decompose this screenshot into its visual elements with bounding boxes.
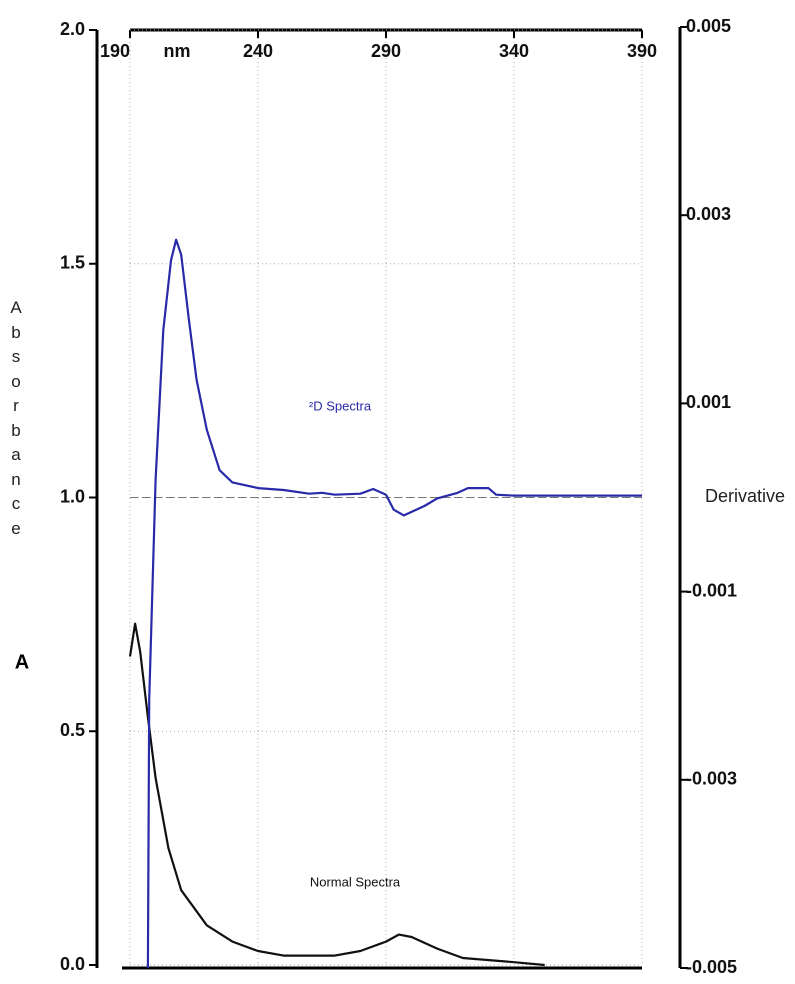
- data-line: [128, 622, 545, 967]
- y2-axis-label: Derivative: [705, 486, 785, 506]
- x-tick-label: 290: [371, 41, 401, 61]
- x-tick-label: 390: [627, 41, 657, 61]
- y-tick-label: 0.5: [60, 720, 85, 740]
- x-tick-label: 240: [243, 41, 273, 61]
- annotation: ²D Spectra: [309, 398, 372, 413]
- y2-tick-label: -0.003: [686, 769, 737, 789]
- y-axis-unit: A: [15, 651, 29, 673]
- y-tick-label: 0.0: [60, 954, 85, 974]
- x-axis-label: nm: [164, 41, 191, 61]
- annotation: Normal Spectra: [310, 874, 401, 889]
- y2-tick-label: -0.005: [686, 957, 737, 977]
- y-tick-label: 2.0: [60, 19, 85, 39]
- y-tick-label: 1.0: [60, 486, 85, 506]
- y2-tick-label: 0.001: [686, 392, 731, 412]
- data-line: [146, 238, 642, 969]
- y-axis-label: Absorbance: [10, 298, 22, 538]
- x-tick-label: 190: [100, 41, 130, 61]
- y2-tick-label: 0.003: [686, 204, 731, 224]
- y-tick-label: 1.5: [60, 253, 85, 273]
- x-tick-label: 340: [499, 41, 529, 61]
- y2-tick-label: -0.001: [686, 580, 737, 600]
- y2-tick-label: 0.005: [686, 16, 731, 36]
